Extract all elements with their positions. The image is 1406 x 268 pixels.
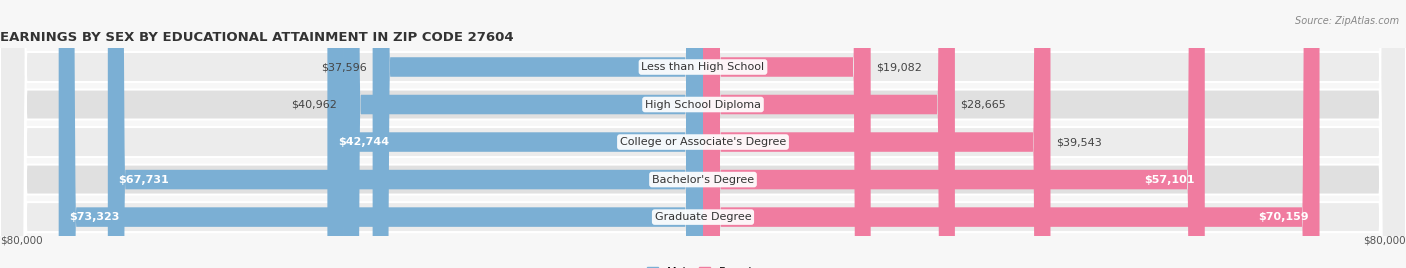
Text: $40,962: $40,962 — [291, 99, 337, 110]
Text: College or Associate's Degree: College or Associate's Degree — [620, 137, 786, 147]
FancyBboxPatch shape — [343, 0, 703, 268]
Text: $19,082: $19,082 — [876, 62, 922, 72]
Text: Bachelor's Degree: Bachelor's Degree — [652, 174, 754, 185]
FancyBboxPatch shape — [373, 0, 703, 268]
FancyBboxPatch shape — [703, 0, 1205, 268]
Text: Less than High School: Less than High School — [641, 62, 765, 72]
Text: $37,596: $37,596 — [321, 62, 367, 72]
FancyBboxPatch shape — [328, 0, 703, 268]
FancyBboxPatch shape — [703, 0, 1319, 268]
Text: $70,159: $70,159 — [1258, 212, 1309, 222]
FancyBboxPatch shape — [703, 0, 870, 268]
FancyBboxPatch shape — [703, 0, 955, 268]
Text: $57,101: $57,101 — [1143, 174, 1194, 185]
Legend: Male, Female: Male, Female — [647, 267, 759, 268]
Text: $28,665: $28,665 — [960, 99, 1007, 110]
FancyBboxPatch shape — [59, 0, 703, 268]
FancyBboxPatch shape — [703, 0, 1050, 268]
Text: Source: ZipAtlas.com: Source: ZipAtlas.com — [1295, 16, 1399, 26]
Text: $80,000: $80,000 — [1364, 236, 1406, 246]
Text: $39,543: $39,543 — [1056, 137, 1102, 147]
Text: $73,323: $73,323 — [69, 212, 120, 222]
FancyBboxPatch shape — [108, 0, 703, 268]
Text: $42,744: $42,744 — [337, 137, 389, 147]
Text: EARNINGS BY SEX BY EDUCATIONAL ATTAINMENT IN ZIP CODE 27604: EARNINGS BY SEX BY EDUCATIONAL ATTAINMEN… — [0, 31, 513, 44]
Text: $80,000: $80,000 — [0, 236, 42, 246]
Text: $67,731: $67,731 — [118, 174, 169, 185]
Text: Graduate Degree: Graduate Degree — [655, 212, 751, 222]
Text: High School Diploma: High School Diploma — [645, 99, 761, 110]
